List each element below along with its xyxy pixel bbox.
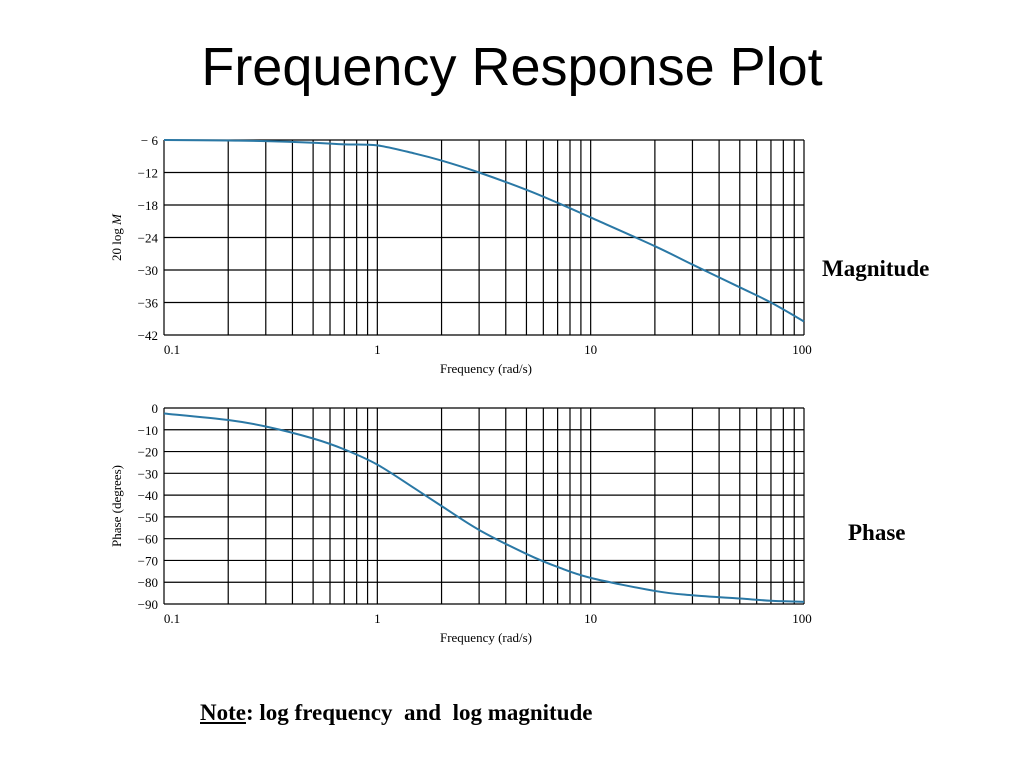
- x-tick-label: 10: [584, 342, 597, 357]
- y-tick-label: −42: [138, 328, 158, 343]
- y-tick-label: −30: [138, 263, 158, 278]
- magnitude-label: Magnitude: [822, 256, 930, 281]
- note-rest: : log frequency and log magnitude: [245, 700, 593, 725]
- y-tick-label: −30: [138, 466, 158, 481]
- y-tick-label: − 6: [141, 133, 159, 148]
- y-axis-label: 20 log M: [109, 213, 124, 261]
- y-tick-label: −12: [138, 166, 158, 181]
- note-text: Note: log frequency and log magnitude: [200, 700, 593, 726]
- x-tick-label: 1: [374, 342, 381, 357]
- y-tick-label: −36: [138, 296, 159, 311]
- x-axis-label: Frequency (rad/s): [440, 630, 532, 645]
- x-tick-label: 100: [792, 611, 812, 626]
- y-tick-label: −40: [138, 488, 158, 503]
- x-tick-label: 0.1: [164, 342, 180, 357]
- y-tick-label: −20: [138, 445, 158, 460]
- x-tick-label: 100: [792, 342, 812, 357]
- magnitude-chart: − 6 −12 −18 −24 −30 −36 −42 0.1 1 10 100 Frequency …: [109, 133, 812, 376]
- y-tick-label: −90: [138, 597, 158, 612]
- y-tick-label: −70: [138, 553, 158, 568]
- phase-curve: [163, 412, 805, 603]
- x-axis-label: Frequency (rad/s): [440, 361, 532, 376]
- phase-label: Phase: [848, 520, 906, 545]
- y-tick-label: 0: [152, 401, 159, 416]
- y-axis-label: Phase (degrees): [109, 465, 124, 547]
- x-tick-label: 0.1: [164, 611, 180, 626]
- x-tick-label: 10: [584, 611, 597, 626]
- x-tick-label: 1: [374, 611, 381, 626]
- phase-chart: 0 −10 −20 −30 −40 −50 −60 −70 −80 −90 0.1 1 10 100 Fre…: [109, 401, 812, 645]
- magnitude-curve: [163, 139, 805, 323]
- slide-title: Frequency Response Plot: [201, 37, 823, 97]
- y-tick-label: −80: [138, 575, 158, 590]
- y-tick-label: −10: [138, 423, 158, 438]
- y-tick-label: −18: [138, 198, 158, 213]
- y-tick-label: −50: [138, 510, 158, 525]
- note-prefix: Note: [200, 700, 246, 725]
- y-tick-label: −60: [138, 532, 158, 547]
- y-tick-label: −24: [138, 231, 159, 246]
